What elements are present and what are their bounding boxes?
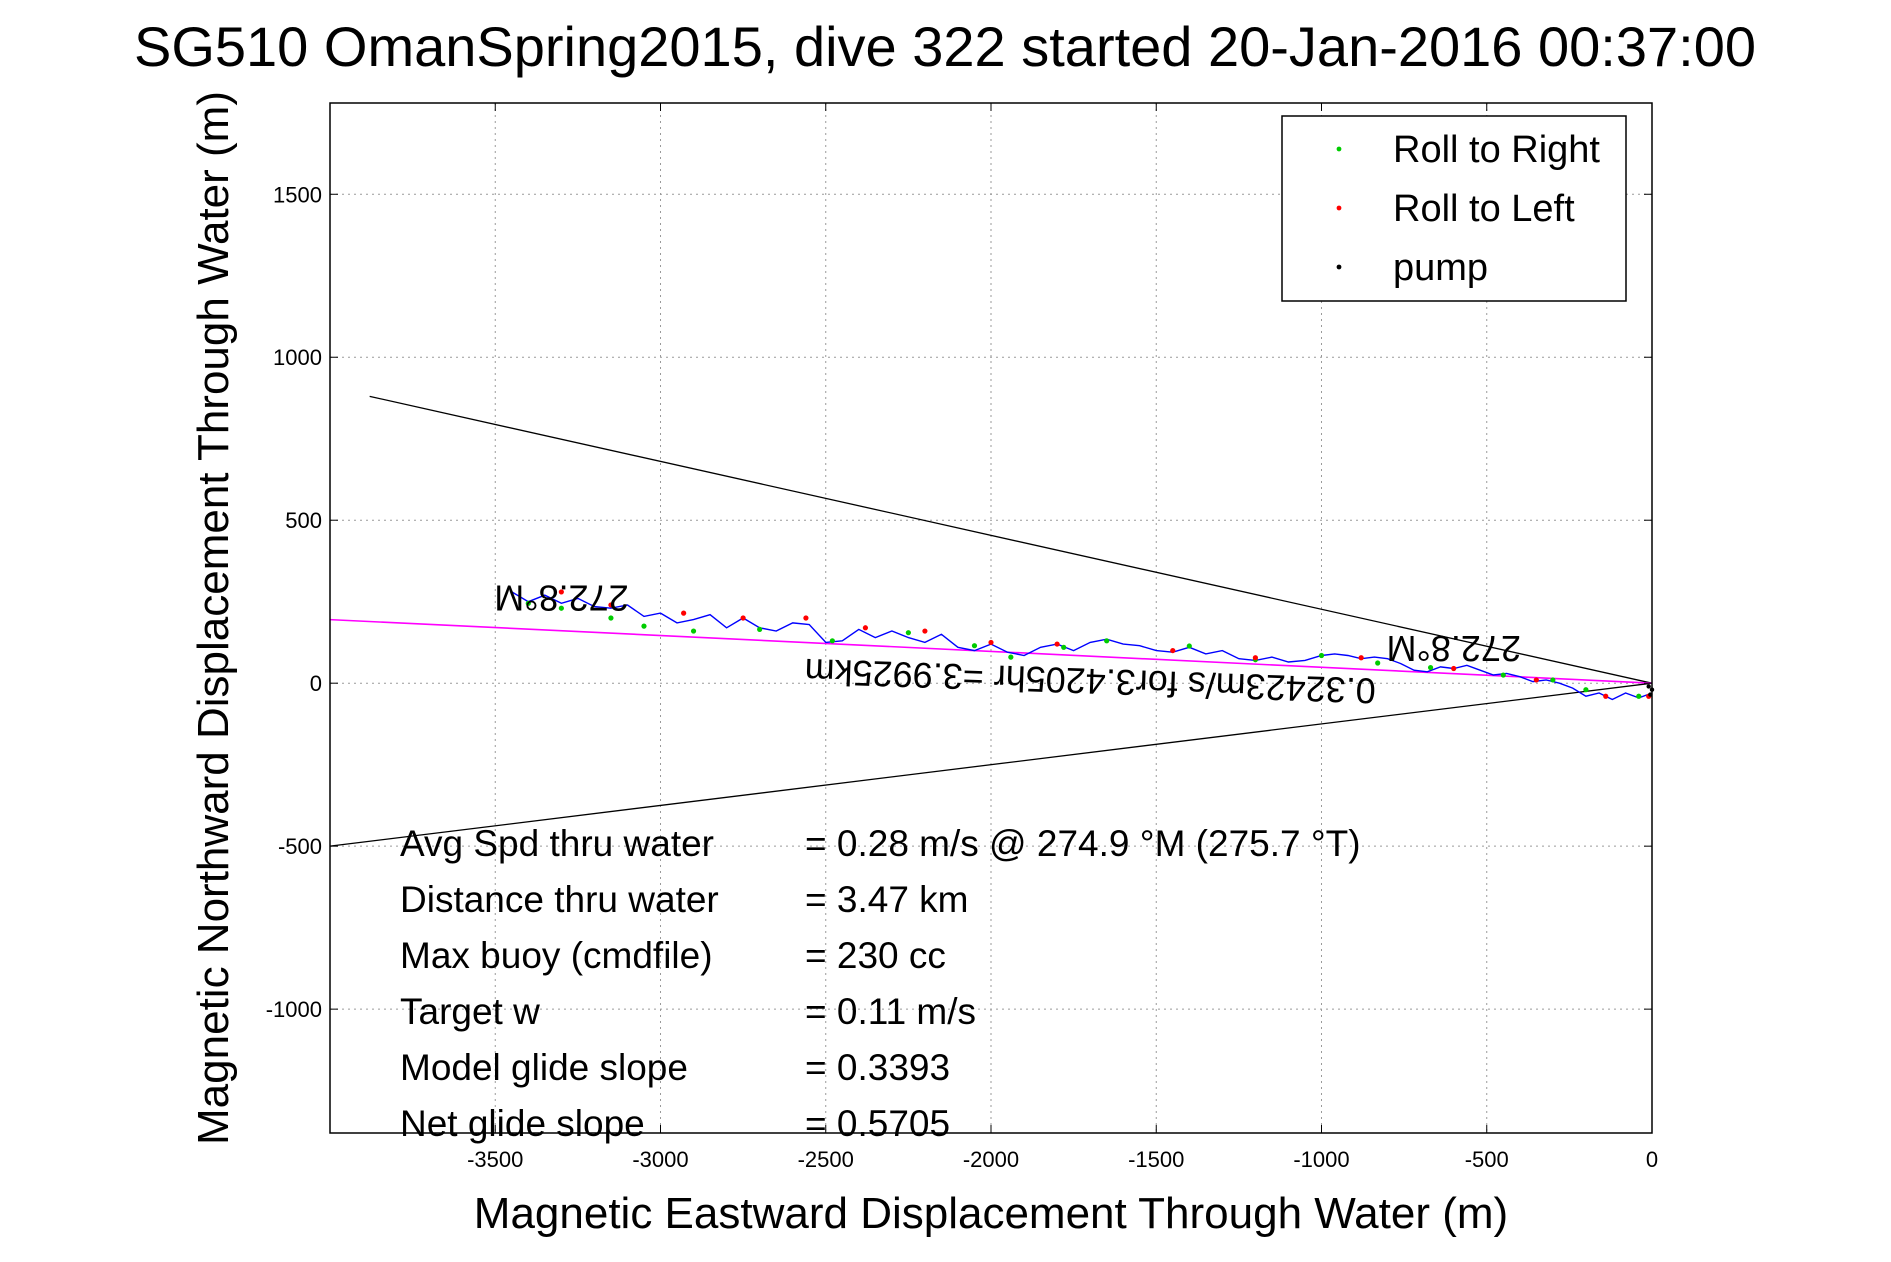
roll-right-point — [1186, 643, 1192, 649]
x-axis-title: Magnetic Eastward Displacement Through W… — [474, 1189, 1508, 1238]
plot-frame — [329, 102, 1653, 1134]
roll-left-point — [1533, 677, 1539, 683]
x-tick-label: -2500 — [798, 1147, 854, 1172]
legend-label: Roll to Left — [1393, 188, 1575, 230]
roll-right-point — [1550, 677, 1556, 683]
roll-right-point — [608, 615, 614, 621]
roll-right-point — [525, 600, 531, 606]
x-tick-label: 0 — [1646, 1147, 1658, 1172]
roll-left-point — [740, 615, 746, 621]
heading-label: 272.8°M — [494, 578, 628, 619]
annotation-value: = 230 cc — [805, 935, 946, 976]
roll-left-point — [803, 615, 809, 621]
annotation-label: Max buoy (cmdfile) — [400, 935, 713, 976]
roll-right-point — [905, 630, 911, 636]
annotation-label: Target w — [400, 991, 540, 1032]
speed-label: 0.32423m/s for3.4205hr =3.9925km — [804, 651, 1376, 712]
legend-label: pump — [1393, 247, 1488, 289]
track-line — [511, 591, 1653, 701]
x-tick-label: -2000 — [963, 1147, 1019, 1172]
legend: Roll to Right Roll to Left pump — [1281, 115, 1627, 302]
chart-title: SG510 OmanSpring2015, dive 322 started 2… — [134, 15, 1756, 78]
roll-right-point — [1583, 687, 1589, 693]
roll-right-point — [971, 643, 978, 649]
annotation-label: Avg Spd thru water — [400, 823, 714, 864]
roll-right-point — [1008, 654, 1014, 660]
annotation-label: Model glide slope — [400, 1047, 688, 1088]
annotation-label: Distance thru water — [400, 879, 719, 920]
y-tick-label: 500 — [285, 508, 322, 533]
roll-left-point — [922, 628, 928, 634]
reference-lines — [329, 395, 1653, 847]
annotation-value: = 0.3393 — [805, 1047, 950, 1088]
axis-ticks: -3500 -3000 -2500 -2000 -1500 -1000 -500 0 -1000… — [266, 103, 1658, 1172]
heading-label: 272.8°M — [1386, 628, 1520, 669]
statistics-annotation: Avg Spd thru water = 0.28 m/s @ 274.9 °M … — [400, 823, 1361, 1144]
roll-right-point — [757, 626, 763, 633]
legend-label: Roll to Right — [1393, 129, 1600, 171]
annotation-value: = 0.28 m/s @ 274.9 °M (275.7 °T) — [805, 823, 1361, 864]
roll-left-point — [1603, 693, 1609, 699]
annotation-value: = 3.47 km — [805, 879, 969, 920]
roll-right-point — [1500, 672, 1506, 678]
y-tick-label: 1500 — [273, 182, 322, 207]
annotation-value: = 0.11 m/s — [805, 991, 976, 1032]
heading-line — [329, 618, 1653, 684]
roll-left-point — [862, 625, 869, 631]
roll-left-point — [1170, 647, 1176, 654]
roll-right-point — [641, 623, 647, 629]
roll-right-point — [1375, 660, 1381, 666]
dive-track — [511, 591, 1653, 701]
roll-right-point — [829, 638, 835, 644]
roll-left-point — [1252, 655, 1258, 661]
x-tick-label: -500 — [1465, 1147, 1509, 1172]
y-tick-label: -1000 — [266, 997, 322, 1022]
roll-right-point — [558, 605, 564, 611]
x-tick-label: -1500 — [1128, 1147, 1184, 1172]
x-tick-label: -3000 — [632, 1147, 688, 1172]
roll-right-point — [1104, 638, 1110, 644]
y-tick-label: -500 — [278, 834, 322, 859]
roll-right-point — [1318, 652, 1325, 659]
roll-left-point — [558, 589, 564, 595]
legend-marker — [1336, 205, 1342, 211]
x-tick-label: -1000 — [1293, 1147, 1349, 1172]
y-tick-label: 1000 — [273, 345, 322, 370]
heading-cone-line — [369, 395, 1653, 684]
roll-right-point — [1427, 664, 1434, 671]
roll-left-point — [608, 602, 614, 608]
roll-right-point — [690, 628, 697, 634]
pump-point — [1646, 684, 1651, 689]
annotation-value: = 0.5705 — [805, 1103, 950, 1144]
legend-marker — [1336, 264, 1342, 270]
roll-left-point — [1451, 665, 1457, 672]
roll-right-point — [1636, 693, 1642, 699]
heading-cone-line — [329, 682, 1653, 847]
roll-right-point — [1061, 644, 1067, 650]
legend-marker — [1336, 146, 1342, 152]
roll-left-point — [1358, 655, 1364, 661]
roll-markers — [525, 589, 1655, 699]
y-axis-title: Magnetic Northward Displacement Through … — [189, 91, 238, 1145]
roll-left-point — [681, 610, 687, 616]
x-tick-label: -3500 — [467, 1147, 523, 1172]
y-tick-label: 0 — [310, 671, 322, 696]
roll-left-point — [988, 639, 994, 646]
annotation-label: Net glide slope — [400, 1103, 645, 1144]
roll-left-point — [1054, 641, 1060, 647]
